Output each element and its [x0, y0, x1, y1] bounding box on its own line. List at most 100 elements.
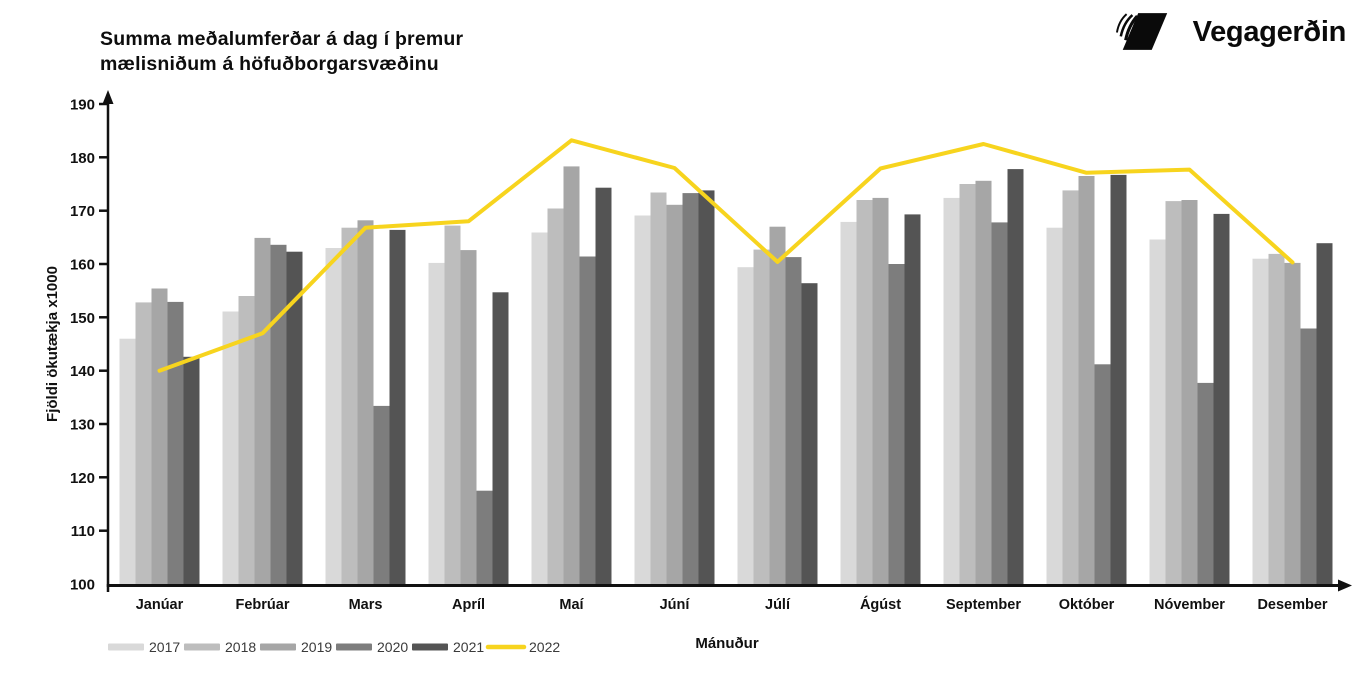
bar-2019-apríl [460, 250, 477, 584]
y-tick-label: 110 [71, 523, 95, 540]
vegagerdin-logo-text: Vegagerðin [1192, 16, 1347, 48]
bar-2018-júlí [753, 249, 770, 584]
x-axis-title: Mánuður [695, 635, 758, 652]
page-title-line1: Summa meðalumferðar á dag í þremur [100, 28, 464, 51]
y-tick-label: 130 [70, 417, 95, 434]
bar-2019-október [1078, 176, 1095, 584]
x-tick-label-maí: Maí [559, 597, 584, 613]
y-tick-label: 190 [70, 97, 95, 114]
bar-2019-maí [563, 166, 580, 584]
y-tick-label: 100 [70, 577, 95, 594]
bar-2017-maí [531, 232, 548, 584]
legend-label-2017: 2017 [149, 639, 180, 655]
x-tick-label-mars: Mars [349, 597, 383, 613]
bar-2018-febrúar [238, 296, 255, 584]
bar-2021-desember [1316, 243, 1333, 584]
bar-2020-nóvember [1197, 382, 1214, 584]
bar-2018-maí [547, 208, 564, 584]
legend-label-2018: 2018 [225, 639, 256, 655]
legend-swatch-2021 [412, 643, 448, 651]
legend-swatch-2019 [260, 643, 296, 651]
y-tick-label: 150 [70, 310, 95, 327]
bar-2019-desember [1284, 262, 1301, 584]
bar-2020-ágúst [888, 264, 905, 584]
bar-2021-september [1007, 169, 1024, 584]
x-tick-label-febrúar: Febrúar [236, 597, 290, 613]
bar-2018-mars [341, 227, 358, 584]
y-tick-label: 170 [70, 203, 95, 220]
bar-2018-nóvember [1165, 201, 1182, 584]
line-2022 [157, 138, 1295, 373]
legend-label-2019: 2019 [301, 639, 332, 655]
bar-2020-júlí [785, 257, 802, 584]
bar-2018-september [959, 184, 976, 584]
bar-2021-janúar [183, 356, 200, 584]
bar-2020-október [1094, 364, 1111, 584]
bar-2018-október [1062, 190, 1079, 584]
bar-2019-mars [357, 220, 374, 585]
bar-2020-apríl [476, 490, 493, 584]
legend-swatch-2017 [108, 643, 144, 651]
vegagerdin-logo: Vegagerðin [1115, 10, 1346, 55]
bar-2019-nóvember [1181, 200, 1198, 584]
bar-2021-október [1110, 174, 1127, 584]
bar-2020-september [991, 222, 1008, 584]
bar-2017-desember [1252, 258, 1269, 584]
bar-2017-janúar [119, 338, 136, 584]
bar-2019-september [975, 180, 992, 585]
y-tick-label: 120 [70, 470, 95, 487]
page-title: Summa meðalumferðar á dag í þremur mælisn… [100, 27, 463, 77]
bar-2017-október [1046, 227, 1063, 584]
bar-2018-janúar [135, 302, 152, 584]
bar-2018-desember [1268, 253, 1285, 584]
bar-2020-júní [682, 193, 699, 584]
bar-2017-júlí [737, 267, 754, 584]
bar-2019-janúar [151, 288, 168, 584]
bar-2018-apríl [444, 225, 461, 584]
y-axis-title: Fjöldi ökutækja x1000 [44, 266, 61, 422]
bar-2021-maí [595, 187, 612, 584]
bar-2019-júní [666, 204, 683, 585]
bar-2021-júní [698, 190, 715, 584]
bar-2017-nóvember [1149, 239, 1166, 584]
bar-2017-febrúar [222, 311, 239, 584]
x-tick-label-ágúst: Ágúst [860, 596, 901, 613]
bar-2021-nóvember [1213, 213, 1230, 584]
page-title-line2: mælisniðum á höfuðborgarsvæðinu [100, 53, 439, 76]
vegagerdin-logo-icon [1115, 13, 1167, 50]
legend-label-2022: 2022 [529, 639, 560, 655]
bar-2019-júlí [769, 226, 786, 584]
bar-2017-ágúst [840, 221, 857, 584]
bar-2020-mars [373, 405, 390, 584]
y-tick-label: 160 [70, 257, 95, 274]
bar-2017-apríl [428, 262, 445, 584]
x-tick-label-nóvember: Nóvember [1154, 597, 1225, 613]
legend-label-2021: 2021 [453, 639, 484, 655]
bar-2021-júlí [801, 283, 818, 584]
bar-2021-ágúst [904, 214, 921, 584]
bar-2021-apríl [492, 292, 509, 584]
x-tick-label-janúar: Janúar [136, 597, 184, 613]
x-axis-arrow [1338, 579, 1352, 592]
bar-2021-febrúar [286, 251, 303, 584]
bar-2020-febrúar [270, 244, 287, 585]
bar-2020-desember [1300, 328, 1317, 584]
bar-2018-júní [650, 192, 667, 584]
bar-2017-júní [634, 215, 651, 584]
bar-2018-ágúst [856, 200, 873, 584]
x-tick-label-júní: Júní [660, 597, 691, 613]
x-tick-label-desember: Desember [1257, 597, 1327, 613]
y-axis-arrow [102, 90, 114, 104]
bar-2019-febrúar [254, 237, 271, 584]
x-tick-label-júlí: Júlí [765, 597, 791, 613]
legend-swatch-2020 [336, 643, 372, 651]
x-tick-label-október: Október [1059, 597, 1115, 613]
bar-2020-maí [579, 256, 596, 584]
x-tick-label-apríl: Apríl [452, 597, 485, 613]
y-tick-label: 140 [70, 363, 95, 380]
bar-2019-ágúst [872, 197, 889, 584]
bar-2021-mars [389, 229, 406, 584]
x-tick-label-september: September [946, 597, 1021, 613]
bar-2017-mars [325, 248, 342, 584]
